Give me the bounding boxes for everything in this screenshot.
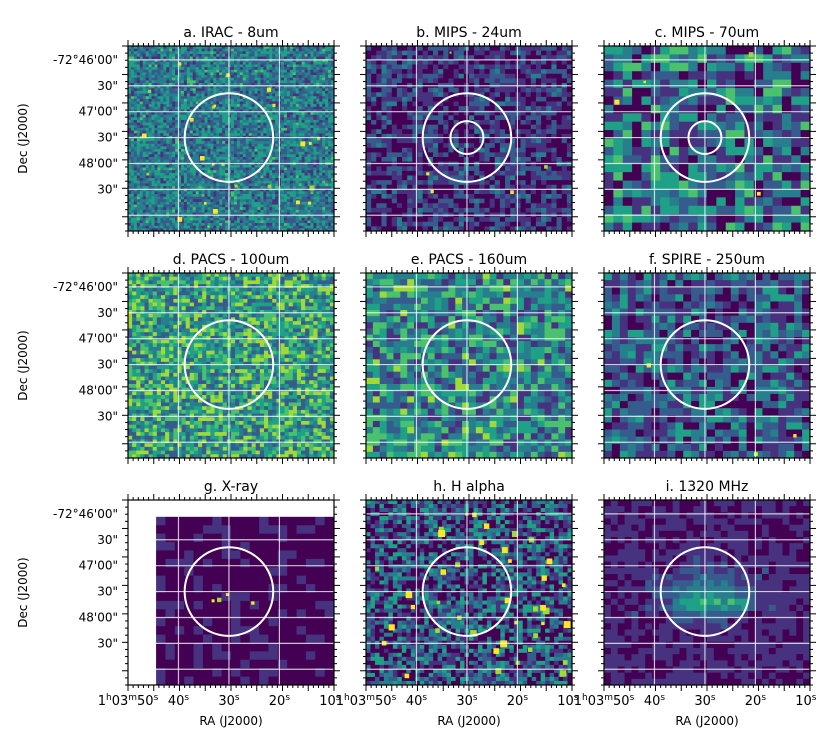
y-tick-label: 30" [97,636,118,650]
x-tick-label: 20s [507,693,529,709]
x-tick-label: 1h03m50s [98,693,159,709]
y-tick-label: 30" [97,131,118,145]
panel-xray: g. X-ray -72°46'00" 30" 47'00" 30" 48'00" 30" D… [16,479,341,728]
x-axis-label: RA (J2000) [437,714,500,728]
inner-aperture-circle [449,120,485,156]
x-tick-label: 20s [269,693,291,709]
panel-radio: i. 1320 MHz 1h03m50s 40s 30s 20s 10s RA (J2000… [574,479,817,728]
aperture-circle [421,319,513,410]
x-tick-label: 10s [795,693,817,709]
y-tick-label: 30" [97,182,118,196]
aperture-circle [659,319,751,410]
y-tick-label: -72°46'00" [53,53,118,67]
image-pacs160 [366,273,572,458]
aperture-circle [659,546,751,637]
x-tick-label: 30s [694,693,716,709]
panel-pacs160: e. PACS - 160um [360,252,578,464]
y-tick-label: 30" [97,585,118,599]
y-axis-label: Dec (J2000) [16,557,30,627]
panel-mips70: c. MIPS - 70um [598,25,816,237]
y-tick-label: 48'00" [79,156,118,170]
y-tick-label: 30" [97,409,118,423]
y-tick-label: 30" [97,79,118,93]
image-radio [604,500,810,685]
image-mips24 [366,46,572,231]
y-axis-label: Dec (J2000) [16,103,30,173]
panel-halpha: h. H alpha 1h03m50s 40s 30s 20s 10s RA (J2000) [336,479,579,728]
panel-pacs100: d. PACS - 100um -72°46'00" 30" 47'00" 30" 48'… [16,252,340,464]
panel-title: a. IRAC - 8um [183,25,278,41]
y-tick-label: 30" [97,358,118,372]
aperture-circle [183,319,275,410]
aperture-circle [421,546,513,637]
x-tick-label: 10s [319,693,341,709]
y-tick-label: 47'00" [79,332,118,346]
image-xray [128,500,334,685]
panel-title: f. SPIRE - 250um [649,252,765,268]
panel-title: h. H alpha [433,479,505,495]
panel-title: e. PACS - 160um [411,252,527,268]
aperture-circle [183,92,275,183]
panel-title: d. PACS - 100um [173,252,290,268]
panel-title: b. MIPS - 24um [416,25,522,41]
y-tick-label: 48'00" [79,610,118,624]
image-irac [128,46,334,231]
x-axis-label: RA (J2000) [675,714,738,728]
y-tick-label: 47'00" [79,559,118,573]
image-spire [604,273,810,458]
inner-aperture-circle [687,120,723,156]
y-tick-label: 30" [97,533,118,547]
x-tick-label: 1h03m50s [574,693,635,709]
image-halpha [366,500,572,685]
y-tick-label: -72°46'00" [53,280,118,294]
x-tick-label: 30s [218,693,240,709]
y-tick-label: 47'00" [79,105,118,119]
aperture-circle [421,92,513,183]
panel-spire: f. SPIRE - 250um [598,252,816,464]
y-tick-label: 48'00" [79,383,118,397]
panel-title: c. MIPS - 70um [655,25,759,41]
x-tick-label: 1h03m50s [336,693,397,709]
x-tick-label: 40s [168,693,190,709]
y-tick-label: -72°46'00" [53,507,118,521]
panel-mips24: b. MIPS - 24um [360,25,578,237]
panel-irac: a. IRAC - 8um -72°46'00" 30" 47'00" 30" 48'00… [16,25,340,237]
panel-title: g. X-ray [204,479,258,495]
x-axis-label: RA (J2000) [199,714,262,728]
y-tick-label: 30" [97,306,118,320]
x-tick-label: 40s [644,693,666,709]
panel-grid: a. IRAC - 8um -72°46'00" 30" 47'00" 30" 48'00… [16,25,817,728]
x-tick-label: 30s [456,693,478,709]
y-axis-label: Dec (J2000) [16,330,30,400]
x-tick-label: 20s [745,693,767,709]
x-tick-label: 40s [406,693,428,709]
image-mips70 [604,46,810,231]
aperture-circle [659,92,751,183]
aperture-circle [183,546,275,637]
panel-title: i. 1320 MHz [666,479,749,495]
image-pacs100 [128,273,334,458]
x-tick-label: 10s [557,693,579,709]
